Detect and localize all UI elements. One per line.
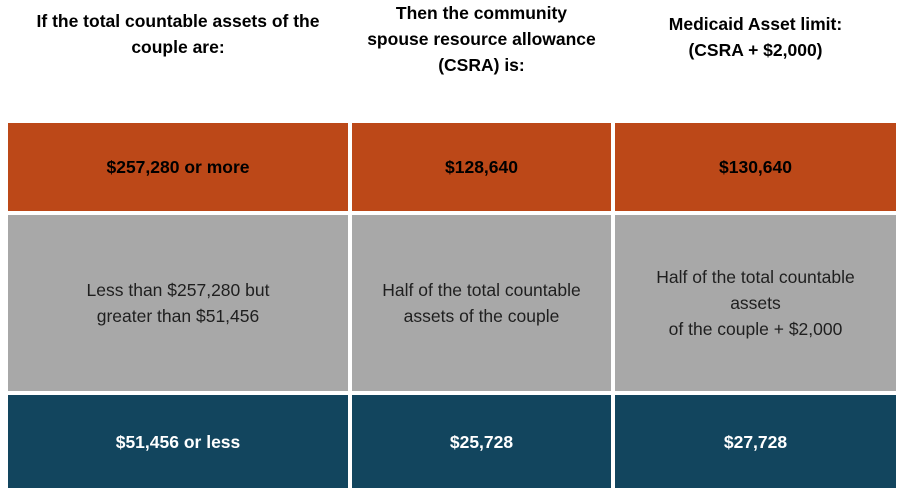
table-cell-assets-highest: $257,280 or more bbox=[8, 123, 348, 211]
table-cell-limit-middle: Half of the total countable assets of th… bbox=[615, 215, 896, 391]
table-cell-csra-highest: $128,640 bbox=[352, 123, 611, 211]
table-cell-csra-lowest: $25,728 bbox=[352, 395, 611, 488]
csra-table: If the total countable assets of the cou… bbox=[8, 0, 896, 488]
table-cell-limit-lowest: $27,728 bbox=[615, 395, 896, 488]
table-cell-limit-highest: $130,640 bbox=[615, 123, 896, 211]
table-cell-csra-middle: Half of the total countable assets of th… bbox=[352, 215, 611, 391]
column-header-csra: Then the community spouse resource allow… bbox=[367, 3, 596, 75]
column-header-medicaid-limit: Medicaid Asset limit: (CSRA + $2,000) bbox=[668, 14, 843, 60]
column-header-couple-assets: If the total countable assets of the cou… bbox=[36, 11, 320, 57]
table-cell-assets-middle: Less than $257,280 but greater than $51,… bbox=[8, 215, 348, 391]
table-cell-assets-lowest: $51,456 or less bbox=[8, 395, 348, 488]
